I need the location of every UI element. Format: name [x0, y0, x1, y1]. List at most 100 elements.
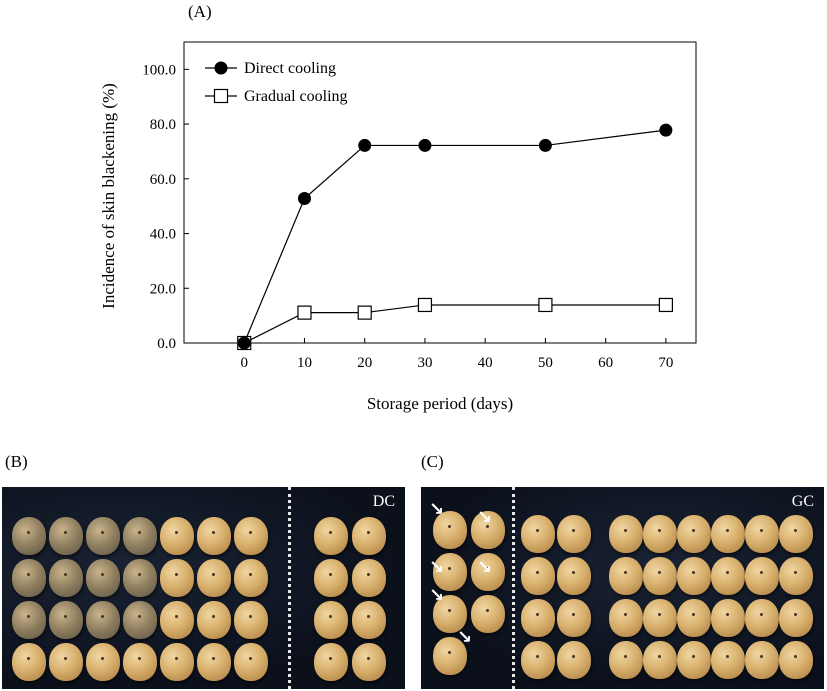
pear-fruit [779, 557, 813, 595]
series-direct-cooling [237, 123, 673, 350]
legend: Direct cooling Gradual cooling [205, 60, 348, 105]
data-point-direct-cooling [659, 123, 673, 137]
photo-divider [512, 487, 515, 689]
pear-fruit [609, 557, 643, 595]
legend-label: Direct cooling [244, 60, 336, 77]
pear-fruit [12, 643, 46, 681]
panel-label-b: (B) [5, 452, 28, 471]
pear-fruit [745, 515, 779, 553]
pear-fruit [352, 517, 386, 555]
pear-fruit [745, 599, 779, 637]
pear-fruit [86, 559, 120, 597]
pear-fruit [677, 599, 711, 637]
data-point-gradual-cooling [658, 297, 673, 313]
panel-label-c: (C) [421, 452, 444, 471]
x-axis-label: Storage period (days) [367, 394, 513, 413]
series-line-direct-cooling [243, 129, 666, 344]
pear-fruit [471, 511, 505, 549]
pear-fruit [779, 515, 813, 553]
x-tick-label: 50 [538, 355, 553, 371]
pear-fruit [643, 515, 677, 553]
x-tick-label: 10 [297, 355, 312, 371]
pear-fruit [352, 643, 386, 681]
pear-fruit [711, 599, 745, 637]
data-point-direct-cooling [297, 192, 311, 206]
pear-fruit [197, 601, 231, 639]
pear-fruit [557, 599, 591, 637]
x-tick-label: 30 [417, 355, 432, 371]
pear-fruit [49, 601, 83, 639]
series-gradual-cooling [237, 297, 673, 351]
pear-fruit [314, 643, 348, 681]
arrow-icon: ↘ [429, 557, 445, 578]
arrow-icon: ↘ [457, 627, 473, 648]
pear-fruit [711, 557, 745, 595]
legend-label: Gradual cooling [244, 88, 348, 105]
photo-tag-dc: DC [372, 493, 395, 510]
pear-fruit [609, 515, 643, 553]
pear-fruit [779, 599, 813, 637]
pear-fruit [123, 559, 157, 597]
pear-fruit [49, 559, 83, 597]
pear-fruit [49, 643, 83, 681]
series-line-gradual-cooling [243, 304, 666, 344]
data-point-direct-cooling [237, 336, 251, 350]
pear-fruit [234, 643, 268, 681]
pear-fruit [12, 517, 46, 555]
y-tick-label: 60.0 [150, 172, 176, 188]
data-point-direct-cooling [538, 138, 552, 152]
legend-marker [213, 88, 229, 104]
pear-fruit [745, 557, 779, 595]
pear-fruit [433, 511, 467, 549]
pear-fruit [12, 601, 46, 639]
pear-fruit [123, 517, 157, 555]
data-point-direct-cooling [358, 138, 372, 152]
pear-fruit [609, 641, 643, 679]
pear-fruit [745, 641, 779, 679]
data-point-gradual-cooling [297, 305, 312, 320]
x-tick-label: 40 [478, 355, 493, 371]
x-tick-label: 20 [357, 355, 372, 371]
arrow-icon: ↘ [477, 507, 493, 528]
arrow-icon: ↘ [429, 585, 445, 606]
y-axis-label: Incidence of skin blackening (%) [99, 83, 118, 309]
pear-fruit [49, 517, 83, 555]
pear-fruit [557, 641, 591, 679]
pear-fruit [521, 557, 555, 595]
pear-fruit [160, 517, 194, 555]
pear-fruit [314, 601, 348, 639]
photo-gradual-cooling: GC ↘ ↘ ↘ ↘ ↘ ↘ [421, 487, 824, 689]
skin-blackening-chart: 0.0 20.0 40.0 60.0 80.0 100.0 0 10 20 30 40 50 60 70… [99, 41, 697, 413]
plot-frame [183, 41, 697, 344]
pear-fruit [314, 559, 348, 597]
pear-fruit [433, 553, 467, 591]
pear-fruit [12, 559, 46, 597]
pear-fruit [557, 557, 591, 595]
y-axis-ticks: 0.0 20.0 40.0 60.0 80.0 100.0 [142, 62, 189, 352]
pear-fruit [471, 595, 505, 633]
photo-direct-cooling: DC [2, 487, 405, 689]
y-tick-label: 80.0 [150, 117, 176, 133]
y-tick-label: 100.0 [142, 62, 176, 78]
y-tick-label: 0.0 [157, 336, 176, 352]
pear-fruit [352, 559, 386, 597]
pear-fruit [314, 517, 348, 555]
pear-fruit [557, 515, 591, 553]
pear-fruit [197, 643, 231, 681]
x-tick-label: 70 [658, 355, 673, 371]
pear-fruit [197, 559, 231, 597]
y-tick-label: 20.0 [150, 281, 176, 297]
pear-fruit [123, 643, 157, 681]
pear-fruit [234, 601, 268, 639]
pear-fruit [779, 641, 813, 679]
panel-label-a: (A) [188, 2, 212, 21]
pear-fruit [123, 601, 157, 639]
pear-fruit [677, 557, 711, 595]
pear-fruit [711, 515, 745, 553]
pear-fruit [677, 515, 711, 553]
pear-fruit [433, 595, 467, 633]
pear-fruit [86, 643, 120, 681]
photo-tag-gc: GC [791, 493, 814, 510]
photo-divider [288, 487, 291, 689]
pear-fruit [86, 517, 120, 555]
